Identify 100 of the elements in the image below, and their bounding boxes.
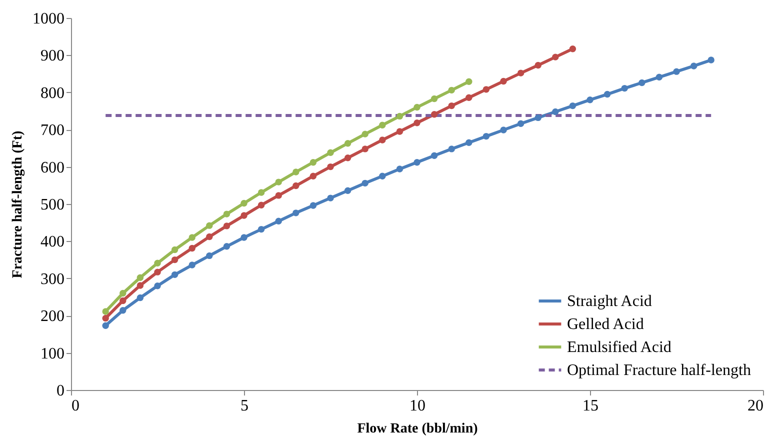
point <box>690 62 698 70</box>
legend-label: Emulsified Acid <box>567 339 672 356</box>
point <box>310 158 317 166</box>
y-tick-label: 900 <box>40 48 64 65</box>
point <box>448 86 455 94</box>
y-tick-label: 400 <box>40 234 64 251</box>
point <box>656 74 663 80</box>
point <box>206 222 213 229</box>
x-tick-label: 20 <box>748 398 764 414</box>
point <box>188 234 196 241</box>
point <box>171 256 178 264</box>
point <box>136 282 144 289</box>
point <box>136 274 144 282</box>
point <box>517 120 524 127</box>
y-tick-label: 100 <box>40 345 64 362</box>
point <box>188 244 196 252</box>
x-tick-label: 10 <box>410 398 426 414</box>
point <box>414 158 420 166</box>
point <box>292 182 300 190</box>
point <box>500 126 507 134</box>
x-tick-label: 0 <box>72 398 80 414</box>
point <box>292 210 300 216</box>
point <box>379 136 386 144</box>
point <box>466 94 472 101</box>
point <box>154 282 161 290</box>
point <box>396 166 404 172</box>
point <box>430 111 438 118</box>
point <box>448 102 455 110</box>
point <box>448 146 455 152</box>
point <box>534 114 542 122</box>
point <box>188 262 196 268</box>
point <box>120 297 126 304</box>
point <box>517 70 524 76</box>
point <box>552 108 559 116</box>
point <box>223 243 230 250</box>
point <box>414 120 420 126</box>
y-tick-label: 500 <box>40 196 64 214</box>
point <box>327 163 334 170</box>
y-tick-label: 0 <box>56 382 64 400</box>
point <box>534 62 542 69</box>
point <box>102 314 109 322</box>
point <box>275 192 282 199</box>
point <box>344 187 352 194</box>
point <box>638 79 646 86</box>
point <box>206 233 213 240</box>
x-axis-title: Flow Rate (bbl/min) <box>357 422 478 436</box>
point <box>482 132 490 140</box>
point <box>154 268 161 276</box>
point <box>362 130 368 138</box>
point <box>379 122 386 128</box>
x-tick-label: 15 <box>582 398 598 414</box>
point <box>240 200 248 207</box>
y-tick-label: 600 <box>40 159 64 176</box>
point <box>102 308 109 315</box>
y-axis-title: Fracture half-length (Ft) <box>10 130 26 278</box>
point <box>223 222 230 230</box>
point <box>569 46 576 52</box>
point <box>552 54 559 60</box>
point <box>500 78 507 85</box>
legend-label: Gelled Acid <box>567 316 644 333</box>
point <box>362 180 368 187</box>
point <box>466 139 472 146</box>
point <box>327 194 334 202</box>
point <box>171 246 178 254</box>
point <box>621 84 628 92</box>
point <box>240 234 248 241</box>
point <box>171 271 178 278</box>
point <box>362 146 368 152</box>
y-tick-label: 1000 <box>32 10 64 28</box>
point <box>379 172 386 180</box>
y-tick-label: 300 <box>40 270 64 288</box>
point <box>258 202 265 208</box>
y-tick-label: 200 <box>40 308 64 326</box>
point <box>396 128 404 135</box>
point <box>414 104 420 111</box>
legend-label: Optimal Fracture half-length <box>567 362 751 379</box>
point <box>310 202 317 209</box>
point <box>258 226 265 233</box>
point <box>604 90 611 98</box>
point <box>344 154 352 162</box>
point <box>240 212 248 219</box>
point <box>482 86 490 93</box>
point <box>136 294 144 302</box>
point <box>310 172 317 180</box>
point <box>223 210 230 218</box>
point <box>120 290 126 297</box>
point <box>206 252 213 260</box>
point <box>327 149 334 156</box>
point <box>154 260 161 266</box>
point <box>586 96 594 104</box>
point <box>275 218 282 224</box>
point <box>673 68 680 75</box>
point <box>120 307 126 314</box>
point <box>258 189 265 196</box>
legend-label: Straight Acid <box>567 293 652 310</box>
point <box>708 56 714 64</box>
point <box>292 168 300 176</box>
x-tick-label: 5 <box>240 398 248 414</box>
y-tick-label: 800 <box>40 84 64 102</box>
point <box>430 95 438 102</box>
